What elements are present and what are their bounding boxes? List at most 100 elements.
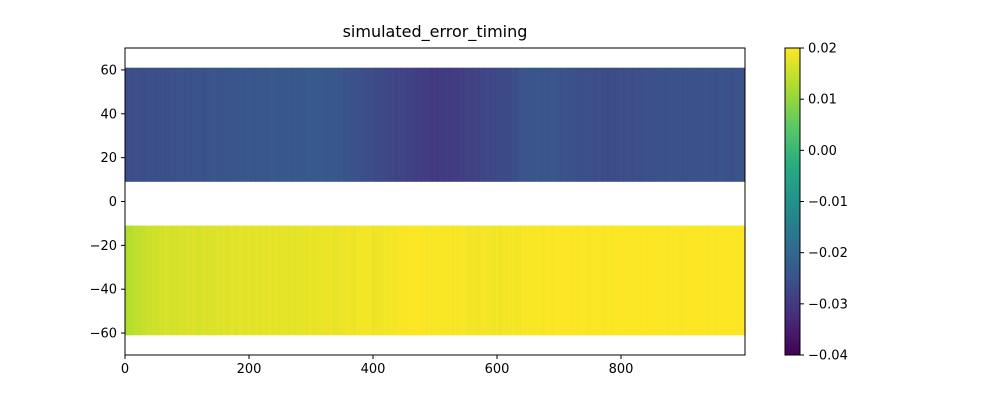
- heatmap-cell: [381, 225, 384, 336]
- heatmap-cell: [216, 67, 219, 182]
- heatmap-cell: [634, 67, 637, 182]
- heatmap-cell: [132, 67, 135, 182]
- heatmap-cell: [516, 67, 519, 182]
- heatmap-cell: [732, 225, 735, 336]
- heatmap-cell: [258, 225, 261, 336]
- heatmap-cell: [133, 67, 136, 182]
- heatmap-cell: [721, 67, 724, 182]
- heatmap-cell: [707, 225, 710, 336]
- heatmap-cell: [172, 225, 174, 336]
- heatmap-cell: [490, 67, 493, 182]
- heatmap-cell: [656, 225, 659, 336]
- heatmap-cell: [222, 67, 225, 182]
- heatmap-cell: [666, 67, 669, 182]
- heatmap-cell: [394, 225, 396, 336]
- heatmap-cell: [728, 225, 731, 336]
- heatmap-cell: [143, 225, 146, 336]
- heatmap-cell: [211, 67, 214, 182]
- heatmap-cell: [432, 225, 435, 336]
- heatmap-cell: [277, 67, 280, 182]
- heatmap-cell: [694, 67, 696, 182]
- heatmap-cell: [599, 225, 602, 336]
- heatmap-cell: [671, 67, 674, 182]
- heatmap-cell: [670, 67, 673, 182]
- heatmap-cell: [674, 225, 676, 336]
- heatmap-cell: [187, 67, 189, 182]
- heatmap-cell: [332, 67, 334, 182]
- heatmap-cell: [535, 225, 538, 336]
- heatmap-cell: [387, 225, 390, 336]
- heatmap-cell: [225, 67, 228, 182]
- heatmap-cell: [575, 225, 577, 336]
- heatmap-cell: [503, 225, 505, 336]
- heatmap-cell: [544, 67, 546, 182]
- heatmap-cell: [580, 67, 582, 182]
- heatmap-cell: [456, 225, 458, 336]
- heatmap-cell: [226, 67, 229, 182]
- heatmap-cell: [428, 67, 431, 182]
- heatmap-cell: [363, 225, 365, 336]
- heatmap-cell: [461, 67, 463, 182]
- heatmap-cell: [160, 67, 163, 182]
- heatmap-cell: [152, 67, 154, 182]
- heatmap-cell: [322, 67, 324, 182]
- heatmap-cell: [727, 67, 730, 182]
- heatmap-cell: [732, 67, 735, 182]
- heatmap-cell: [148, 225, 151, 336]
- heatmap-cell: [208, 67, 210, 182]
- heatmap-cell: [133, 225, 136, 336]
- heatmap-cell: [575, 67, 577, 182]
- heatmap-cell: [268, 67, 271, 182]
- heatmap-cell: [555, 67, 557, 182]
- heatmap-cell: [245, 67, 247, 182]
- heatmap-cell: [346, 225, 349, 336]
- heatmap-cell: [618, 225, 621, 336]
- heatmap-cell: [659, 67, 662, 182]
- heatmap-cell: [344, 67, 347, 182]
- heatmap-cell: [687, 225, 690, 336]
- heatmap-cell: [147, 67, 149, 182]
- heatmap-cell: [152, 225, 154, 336]
- colorbar-tick-label: 0.00: [808, 144, 837, 159]
- heatmap-cell: [650, 225, 653, 336]
- heatmap-cell: [676, 225, 679, 336]
- heatmap-cell: [431, 67, 433, 182]
- heatmap-cell: [277, 225, 280, 336]
- heatmap-cell: [735, 67, 737, 182]
- heatmap-cell: [691, 225, 694, 336]
- heatmap-cell: [483, 225, 485, 336]
- heatmap-cell: [454, 225, 457, 336]
- heatmap-cell: [592, 67, 595, 182]
- heatmap-cell: [158, 67, 161, 182]
- heatmap-cell: [524, 67, 526, 182]
- colorbar-axis: 0.02 0.01 0.00 −0.01 −0.02 −0.03 −0.04: [800, 42, 848, 364]
- heatmap-cell: [240, 67, 242, 182]
- heatmap-cell: [249, 225, 251, 336]
- heatmap-cell: [639, 67, 642, 182]
- heatmap-cell: [306, 225, 308, 336]
- heatmap-cell: [683, 67, 685, 182]
- heatmap-cell: [408, 67, 411, 182]
- heatmap-cell: [685, 225, 688, 336]
- heatmap-cell: [554, 67, 556, 182]
- heatmap-cell: [338, 225, 340, 336]
- heatmap-cell: [237, 225, 240, 336]
- heatmap-cell: [387, 67, 390, 182]
- heatmap-cell: [301, 67, 303, 182]
- heatmap-cell: [178, 225, 180, 336]
- heatmap-cell: [298, 67, 301, 182]
- heatmap-cell: [692, 225, 695, 336]
- heatmap-cell: [531, 67, 534, 182]
- heatmap-cell: [680, 67, 683, 182]
- heatmap-cell: [407, 67, 410, 182]
- heatmap-cell: [573, 67, 576, 182]
- heatmap-cell: [198, 67, 200, 182]
- heatmap-cell: [663, 67, 665, 182]
- heatmap-cell: [593, 67, 596, 182]
- heatmap-cell: [501, 67, 504, 182]
- heatmap-cell: [710, 225, 712, 336]
- heatmap-cell: [639, 225, 642, 336]
- heatmap-cell: [275, 225, 277, 336]
- heatmap-cell: [447, 67, 450, 182]
- heatmap-cell: [343, 225, 345, 336]
